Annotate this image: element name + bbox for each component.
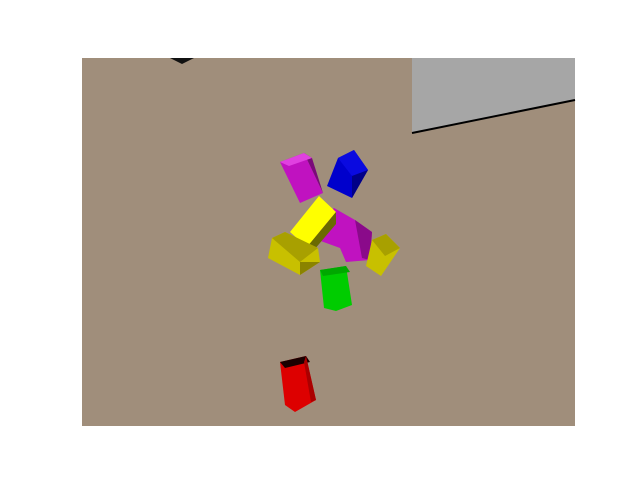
olive-block-left[interactable] bbox=[268, 232, 320, 275]
red-block[interactable] bbox=[280, 356, 316, 412]
wall-edge bbox=[411, 99, 576, 134]
blue-block[interactable] bbox=[327, 150, 368, 198]
back-wall bbox=[412, 58, 575, 133]
magenta-block-top[interactable] bbox=[280, 153, 323, 203]
olive-block-right[interactable] bbox=[366, 234, 400, 276]
yellow-block-center[interactable] bbox=[290, 196, 336, 250]
dark-object-edge bbox=[170, 58, 194, 64]
green-block[interactable] bbox=[320, 266, 352, 311]
